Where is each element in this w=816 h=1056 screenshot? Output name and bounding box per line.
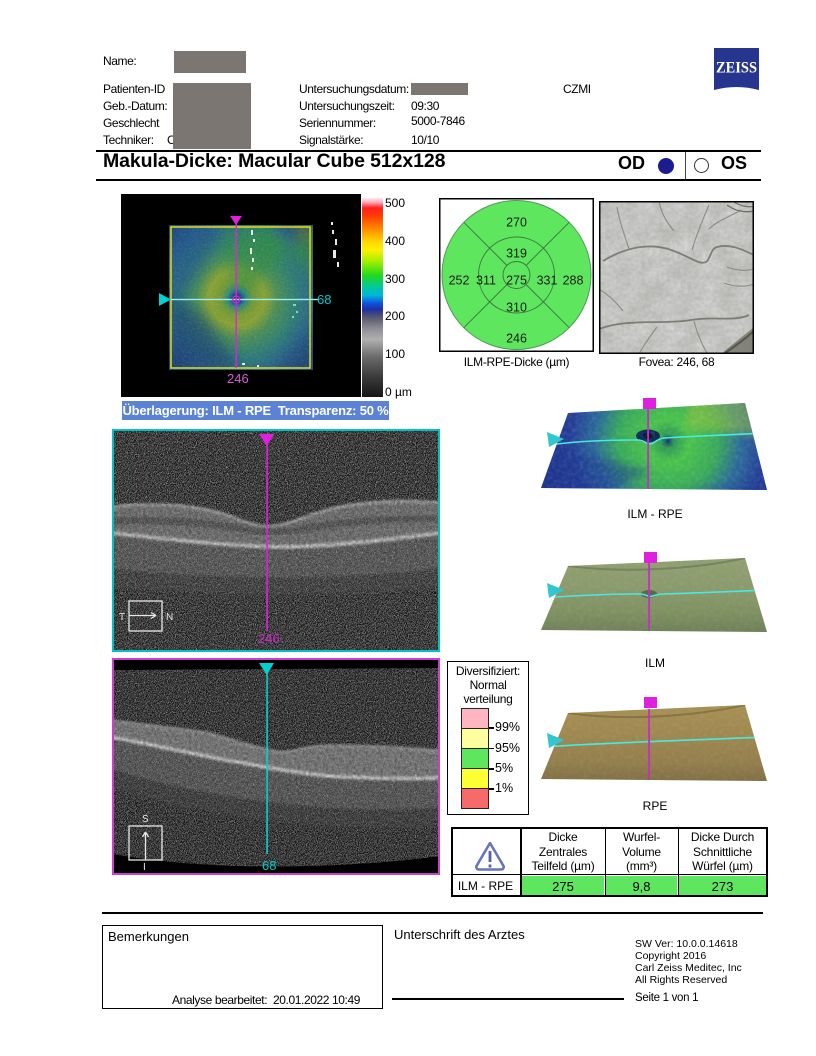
svg-text:310: 310 <box>506 301 527 315</box>
svg-text:T: T <box>119 612 125 623</box>
svg-text:275: 275 <box>506 274 527 288</box>
svg-text:246: 246 <box>227 371 249 386</box>
svg-text:68: 68 <box>317 292 331 307</box>
svg-text:ZEISS: ZEISS <box>716 60 757 77</box>
svg-text:68: 68 <box>262 858 276 873</box>
svg-text:I: I <box>143 862 146 873</box>
svg-text:246: 246 <box>506 332 527 346</box>
svg-text:288: 288 <box>563 274 584 288</box>
svg-text:246: 246 <box>258 631 280 646</box>
svg-text:270: 270 <box>506 216 527 230</box>
svg-text:331: 331 <box>537 274 558 288</box>
svg-text:S: S <box>142 814 149 825</box>
svg-text:319: 319 <box>506 247 527 261</box>
svg-text:252: 252 <box>449 274 470 288</box>
svg-text:N: N <box>166 612 173 623</box>
svg-text:311: 311 <box>476 274 496 288</box>
